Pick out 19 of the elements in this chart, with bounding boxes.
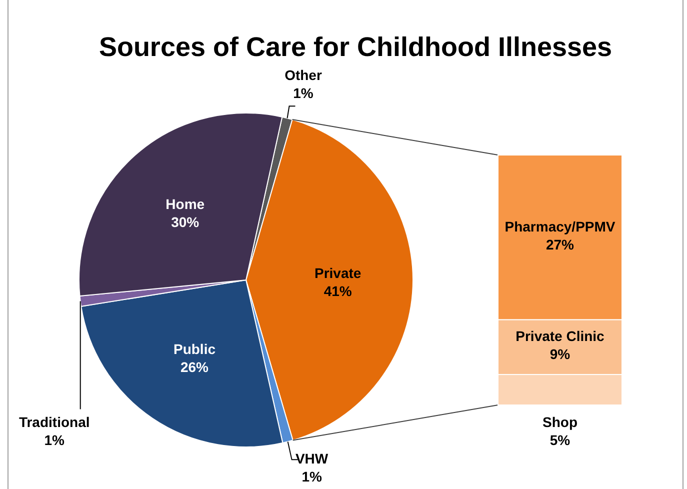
- slice-label: VHW: [295, 450, 329, 467]
- data-label: 5%: [550, 432, 571, 448]
- data-label: 1%: [302, 468, 322, 485]
- data-label: 30%: [171, 214, 200, 230]
- data-label: 9%: [550, 346, 571, 362]
- data-label: 41%: [324, 282, 352, 299]
- slice-label: Home: [166, 196, 205, 212]
- data-label: 27%: [546, 236, 575, 252]
- slice-label: Other: [284, 67, 322, 84]
- slice-label: Public: [173, 341, 216, 358]
- data-label: 26%: [180, 359, 210, 376]
- slice-label: Traditional: [18, 414, 90, 430]
- series-label: Pharmacy/PPMV: [504, 218, 616, 234]
- series-label: Shop: [542, 414, 578, 430]
- data-label: 1%: [44, 432, 66, 448]
- series-label: Private Clinic: [516, 328, 605, 344]
- slice-label: Private: [314, 264, 362, 281]
- chart-title: Sources of Care for Childhood Illnesses: [98, 32, 612, 62]
- data-label: 1%: [293, 85, 314, 102]
